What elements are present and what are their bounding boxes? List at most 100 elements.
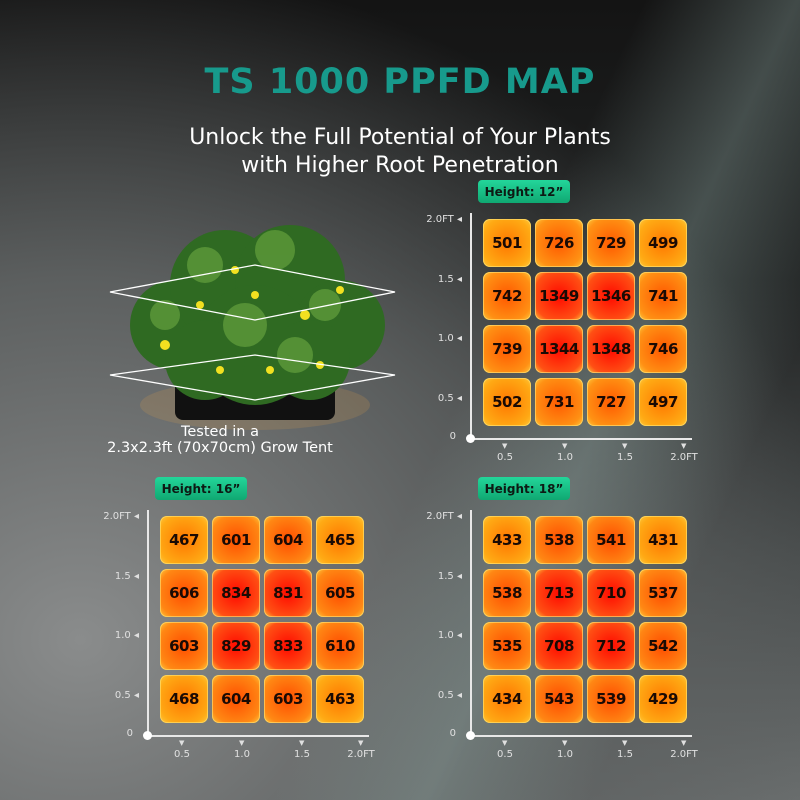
x-tick-marker: ▼ <box>681 442 687 450</box>
heatmap-cell: 542 <box>639 622 687 670</box>
x-tick-marker: ▼ <box>358 739 364 747</box>
subtitle-line-2: with Higher Root Penetration <box>241 153 559 178</box>
x-axis <box>147 735 369 737</box>
heatmap-cell: 610 <box>316 622 364 670</box>
x-tick-label: 1.0 <box>557 749 573 760</box>
heatmap-cell: 603 <box>264 675 312 723</box>
y-tick-label: 1.0 ◂ <box>437 630 462 641</box>
heatmap-cell: 543 <box>535 675 583 723</box>
x-tick-marker: ▼ <box>502 442 508 450</box>
height-badge: Height: 16” <box>155 477 247 500</box>
x-tick-label: 2.0FT <box>347 749 375 760</box>
heatmap-cell: 604 <box>264 516 312 564</box>
y-tick-label: 0.5 ◂ <box>114 690 139 701</box>
heatmap-cell: 606 <box>160 569 208 617</box>
y-tick-label: 2.0FT ◂ <box>426 214 462 225</box>
heatmap-cell: 538 <box>483 569 531 617</box>
x-tick-marker: ▼ <box>562 442 568 450</box>
height-badge: Height: 12” <box>478 180 570 203</box>
heatmap-cell: 535 <box>483 622 531 670</box>
heatmap-cell: 731 <box>535 378 583 426</box>
caption-line-2: 2.3x2.3ft (70x70cm) Grow Tent <box>107 440 333 456</box>
heatmap-cell: 467 <box>160 516 208 564</box>
heatmap-cell: 729 <box>587 219 635 267</box>
heatmap-cell: 746 <box>639 325 687 373</box>
heatmap-cell: 499 <box>639 219 687 267</box>
x-tick-label: 0.5 <box>497 749 513 760</box>
y-tick-label: 0 <box>449 431 456 442</box>
heatmap-cell: 1344 <box>535 325 583 373</box>
heatmap-cell: 741 <box>639 272 687 320</box>
heatmap-cell: 713 <box>535 569 583 617</box>
heatmap-cell: 434 <box>483 675 531 723</box>
y-tick-label: 2.0FT ◂ <box>426 511 462 522</box>
x-axis <box>470 438 692 440</box>
x-tick-label: 1.5 <box>617 749 633 760</box>
y-axis <box>147 510 149 735</box>
heatmap-cell: 831 <box>264 569 312 617</box>
x-tick-label: 1.0 <box>234 749 250 760</box>
heatmap-cell: 463 <box>316 675 364 723</box>
heatmap-cell: 726 <box>535 219 583 267</box>
heatmap-cell: 708 <box>535 622 583 670</box>
heatmap-cell: 468 <box>160 675 208 723</box>
heatmap-cell: 829 <box>212 622 260 670</box>
x-tick-marker: ▼ <box>622 739 628 747</box>
y-tick-label: 0.5 ◂ <box>437 393 462 404</box>
heatmap-cell: 834 <box>212 569 260 617</box>
heatmap-cell: 465 <box>316 516 364 564</box>
x-tick-label: 2.0FT <box>670 452 698 463</box>
y-tick-label: 1.5 ◂ <box>437 274 462 285</box>
axis-origin <box>143 731 152 740</box>
heatmap-cell: 601 <box>212 516 260 564</box>
heatmap-cell: 541 <box>587 516 635 564</box>
axis-origin <box>466 434 475 443</box>
x-tick-marker: ▼ <box>681 739 687 747</box>
heatmap-cell: 501 <box>483 219 531 267</box>
caption-line-1: Tested in a <box>180 424 259 440</box>
x-tick-label: 2.0FT <box>670 749 698 760</box>
heatmap-cell: 605 <box>316 569 364 617</box>
y-tick-label: 0 <box>126 728 133 739</box>
heatmap-cell: 712 <box>587 622 635 670</box>
heatmap-cell: 431 <box>639 516 687 564</box>
x-tick-marker: ▼ <box>239 739 245 747</box>
x-tick-label: 1.5 <box>617 452 633 463</box>
heatmap-cell: 727 <box>587 378 635 426</box>
x-tick-label: 1.0 <box>557 452 573 463</box>
heatmap-cell: 429 <box>639 675 687 723</box>
heatmap-cell: 502 <box>483 378 531 426</box>
heatmap-cell: 1346 <box>587 272 635 320</box>
y-tick-label: 0 <box>449 728 456 739</box>
axis-origin <box>466 731 475 740</box>
heatmap-cell: 539 <box>587 675 635 723</box>
x-tick-label: 0.5 <box>497 452 513 463</box>
subtitle-line-1: Unlock the Full Potential of Your Plants <box>189 125 611 150</box>
x-tick-label: 0.5 <box>174 749 190 760</box>
x-tick-marker: ▼ <box>502 739 508 747</box>
y-tick-label: 1.0 ◂ <box>114 630 139 641</box>
y-axis <box>470 510 472 735</box>
y-tick-label: 0.5 ◂ <box>437 690 462 701</box>
y-tick-label: 1.5 ◂ <box>114 571 139 582</box>
y-tick-label: 1.5 ◂ <box>437 571 462 582</box>
heatmap-cell: 1348 <box>587 325 635 373</box>
heatmap-cell: 710 <box>587 569 635 617</box>
x-tick-marker: ▼ <box>622 442 628 450</box>
x-tick-marker: ▼ <box>299 739 305 747</box>
y-tick-label: 2.0FT ◂ <box>103 511 139 522</box>
x-axis <box>470 735 692 737</box>
heatmap-cell: 433 <box>483 516 531 564</box>
y-tick-label: 1.0 ◂ <box>437 333 462 344</box>
heatmap-cell: 497 <box>639 378 687 426</box>
heatmap-cell: 538 <box>535 516 583 564</box>
heatmap-cell: 833 <box>264 622 312 670</box>
heatmap-cell: 1349 <box>535 272 583 320</box>
x-tick-marker: ▼ <box>562 739 568 747</box>
page-title: TS 1000 PPFD MAP <box>204 62 596 102</box>
x-tick-marker: ▼ <box>179 739 185 747</box>
heatmap-cell: 604 <box>212 675 260 723</box>
plant-image <box>109 225 396 430</box>
heatmap-cell: 742 <box>483 272 531 320</box>
height-badge: Height: 18” <box>478 477 570 500</box>
